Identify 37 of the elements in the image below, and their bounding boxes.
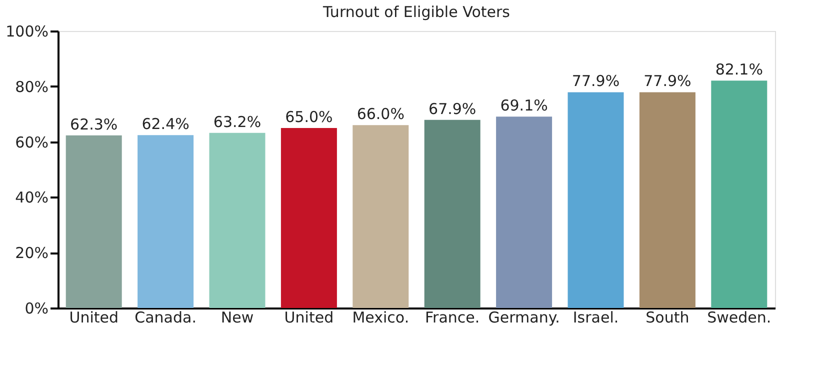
bar [639,92,696,308]
data-label: 65.0% [285,108,333,126]
bar [209,132,266,308]
bar [352,125,409,308]
bar [138,135,194,308]
x-tick-label: Mexico. [352,308,410,326]
bar [711,80,768,308]
y-tick-label: 0% [24,300,48,318]
x-tick-label: South [646,308,690,326]
y-tick-label: 60% [15,133,48,152]
x-tick-label: Sweden. [707,308,772,326]
y-tick-label: 20% [15,244,48,262]
data-label: 77.9% [644,72,692,90]
x-tick-label: Israel. [572,308,619,326]
bar [568,92,624,308]
bar [66,135,122,308]
x-tick-label: United [284,308,334,326]
data-label: 62.4% [142,115,190,134]
data-label: 63.2% [213,112,262,131]
x-tick-label: Germany. [488,308,560,326]
y-tick-label: 80% [15,78,48,96]
bar [496,116,552,308]
bar [424,120,480,308]
data-label: 66.0% [356,105,404,124]
y-tick-label: 100% [6,22,48,40]
x-tick-label: New [220,308,254,326]
chart-title: Turnout of Eligible Voters [322,3,510,21]
data-label: 69.1% [500,96,548,115]
x-tick-label: United [69,308,118,326]
x-tick-label: France. [425,308,480,326]
data-label: 82.1% [715,60,763,79]
data-label: 77.9% [572,72,620,90]
y-tick-label: 40% [15,188,48,207]
bar [280,128,337,308]
data-label: 62.3% [70,115,118,134]
x-tick-label: Canada. [134,308,196,326]
data-label: 67.9% [428,100,476,118]
